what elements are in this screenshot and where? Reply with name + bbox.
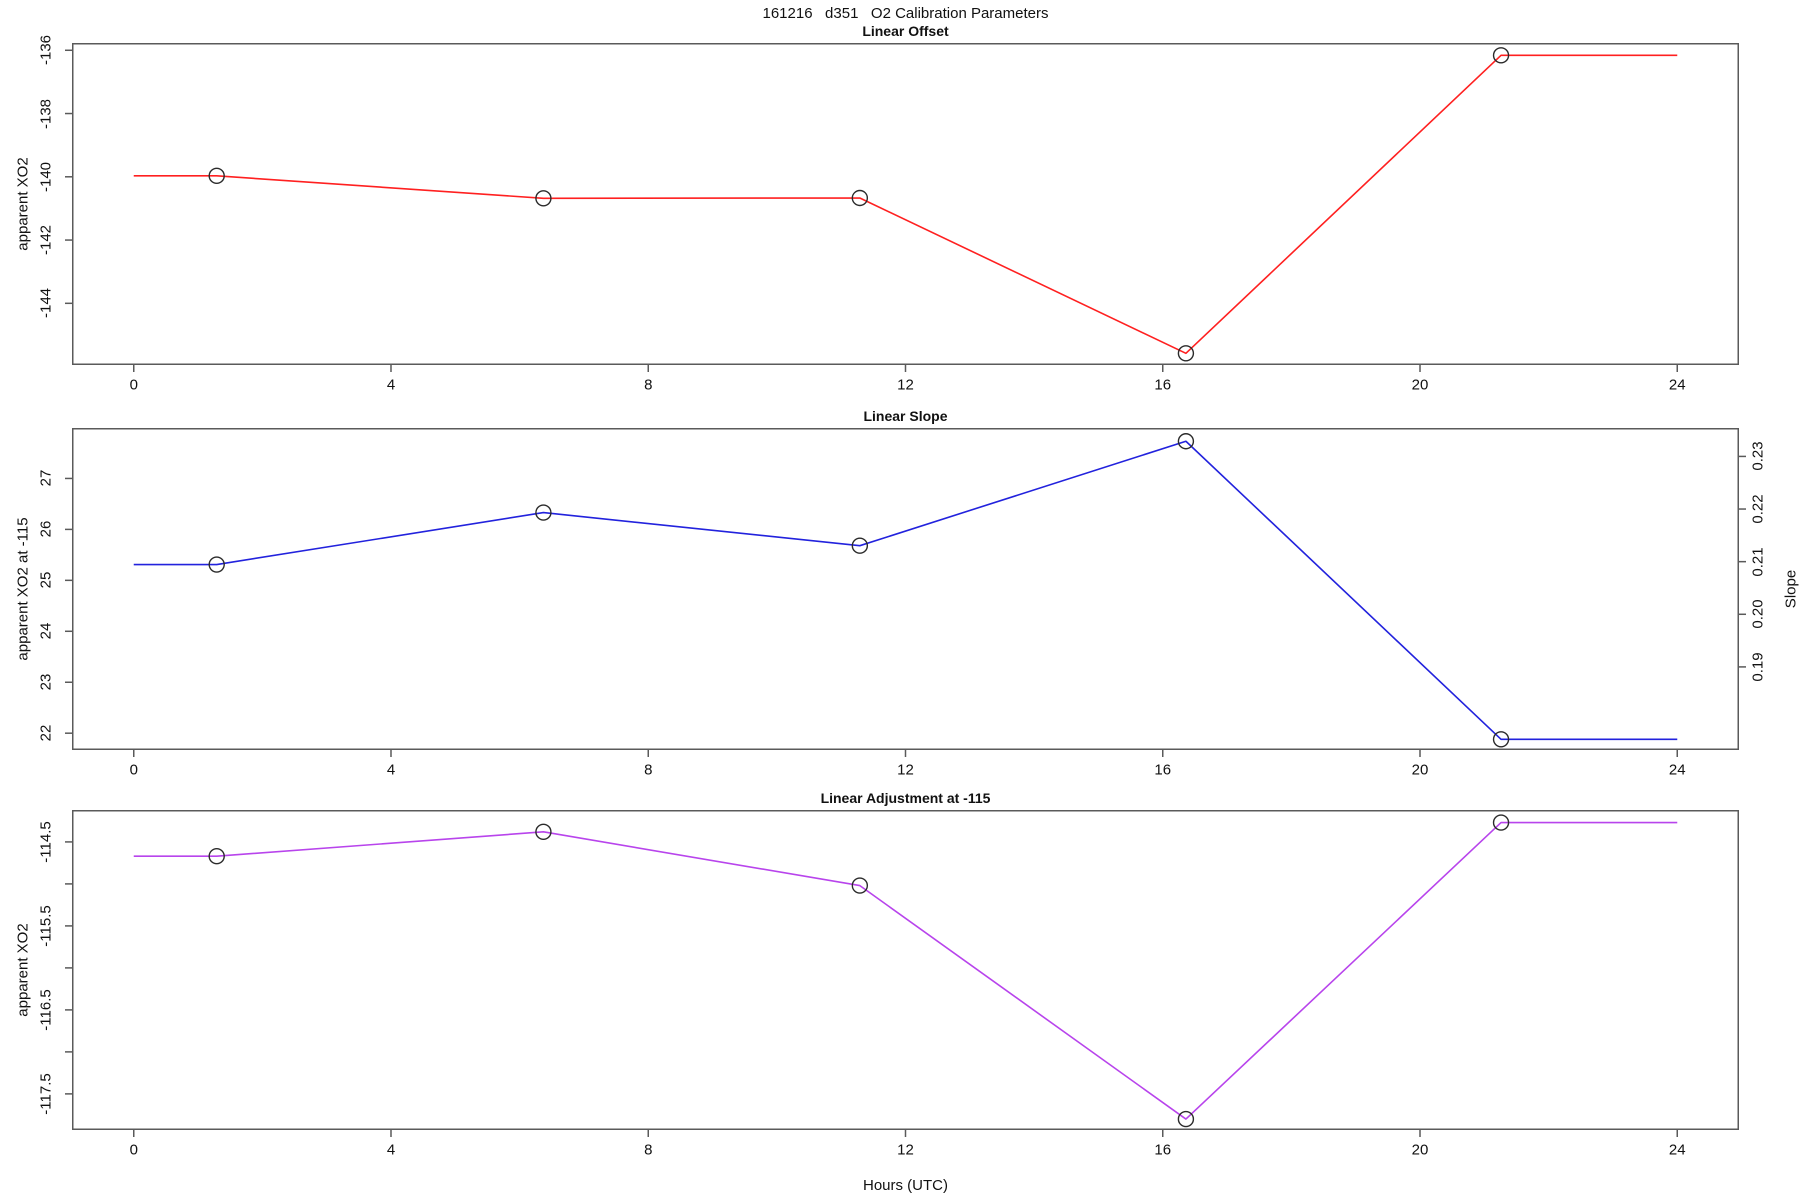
panel2-plot-area [65,428,1746,757]
data-point-marker [1177,1110,1195,1128]
series-line [133,54,1678,355]
x-tick-label: 4 [386,761,396,779]
y-tick-label: 23 [37,673,55,691]
x-tick-label: 8 [644,761,653,779]
y2-tick-label: 0.21 [1749,547,1767,577]
series-line [133,440,1678,741]
data-point-marker [851,877,869,894]
data-point-marker [851,189,869,207]
y-tick-label: -117.5 [37,1073,55,1115]
panel1-y-axis-label: apparent XO2 [14,157,32,251]
x-tick-label: 16 [1154,1141,1172,1159]
y-tick-label: 26 [37,521,55,538]
panel3-y-axis-label: apparent XO2 [14,923,32,1017]
x-tick-label: 16 [1154,376,1172,394]
x-tick-label: 12 [897,376,914,394]
x-tick-label: 20 [1411,761,1429,779]
y-tick-label: 24 [37,622,55,640]
data-point-marker [208,847,225,865]
y2-tick-label: 0.23 [1749,441,1767,472]
y-tick-label: 25 [37,571,55,589]
y-tick-label: -140 [37,161,55,192]
data-point-marker [535,504,552,521]
panel2-y-axis-label: apparent XO2 at -115 [14,517,32,661]
x-tick-label: 24 [1668,1141,1686,1159]
series-line [133,821,1678,1120]
panel1-title: Linear Offset [862,23,949,39]
plot-border [72,43,1739,365]
data-point-marker [535,190,552,207]
x-tick-label: 12 [897,761,914,779]
panel3-title: Linear Adjustment at -115 [820,790,991,806]
y-tick-label: 22 [37,724,55,742]
data-point-marker [1177,345,1195,362]
plot-border [72,428,1739,750]
data-point-marker [1492,47,1510,64]
data-point-marker [1177,433,1195,450]
x-tick-label: 4 [386,1141,396,1159]
x-tick-label: 24 [1668,761,1686,779]
x-tick-label: 24 [1668,376,1686,394]
y-tick-label: -142 [37,225,55,256]
y-tick-label: 27 [37,470,55,487]
data-point-marker [208,556,225,573]
y2-tick-label: 0.19 [1749,652,1767,682]
y2-tick-label: 0.20 [1749,599,1767,629]
x-tick-label: 12 [897,1141,914,1159]
y-tick-label: -115.5 [37,905,55,947]
x-tick-label: 0 [129,1141,138,1159]
x-tick-label: 0 [129,376,138,394]
y2-tick-label: 0.22 [1749,494,1767,524]
y-tick-label: -136 [37,35,55,66]
data-point-marker [535,823,552,841]
panel1-plot-area [65,43,1739,372]
y-tick-label: -138 [37,98,55,129]
x-tick-label: 16 [1154,761,1172,779]
data-point-marker [851,537,869,554]
panel2-y2-axis-label: Slope [1782,569,1800,609]
y-tick-label: -114.5 [37,821,55,863]
x-tick-label: 8 [644,376,653,394]
x-tick-label: 4 [386,376,396,394]
panel3-plot-area [65,810,1739,1137]
page-title: 161216 d351 O2 Calibration Parameters [762,5,1049,22]
panel2-title: Linear Slope [863,408,948,424]
data-point-marker [1492,814,1510,831]
data-point-marker [208,167,225,185]
y-tick-label: -144 [37,288,55,319]
x-tick-label: 0 [129,761,138,779]
data-point-marker [1492,731,1510,748]
x-tick-label: 20 [1411,376,1429,394]
x-axis-label: Hours (UTC) [863,1177,948,1194]
x-tick-label: 8 [644,1141,653,1159]
x-tick-label: 20 [1411,1141,1429,1159]
y-tick-label: -116.5 [37,989,55,1031]
plot-border [72,810,1739,1130]
